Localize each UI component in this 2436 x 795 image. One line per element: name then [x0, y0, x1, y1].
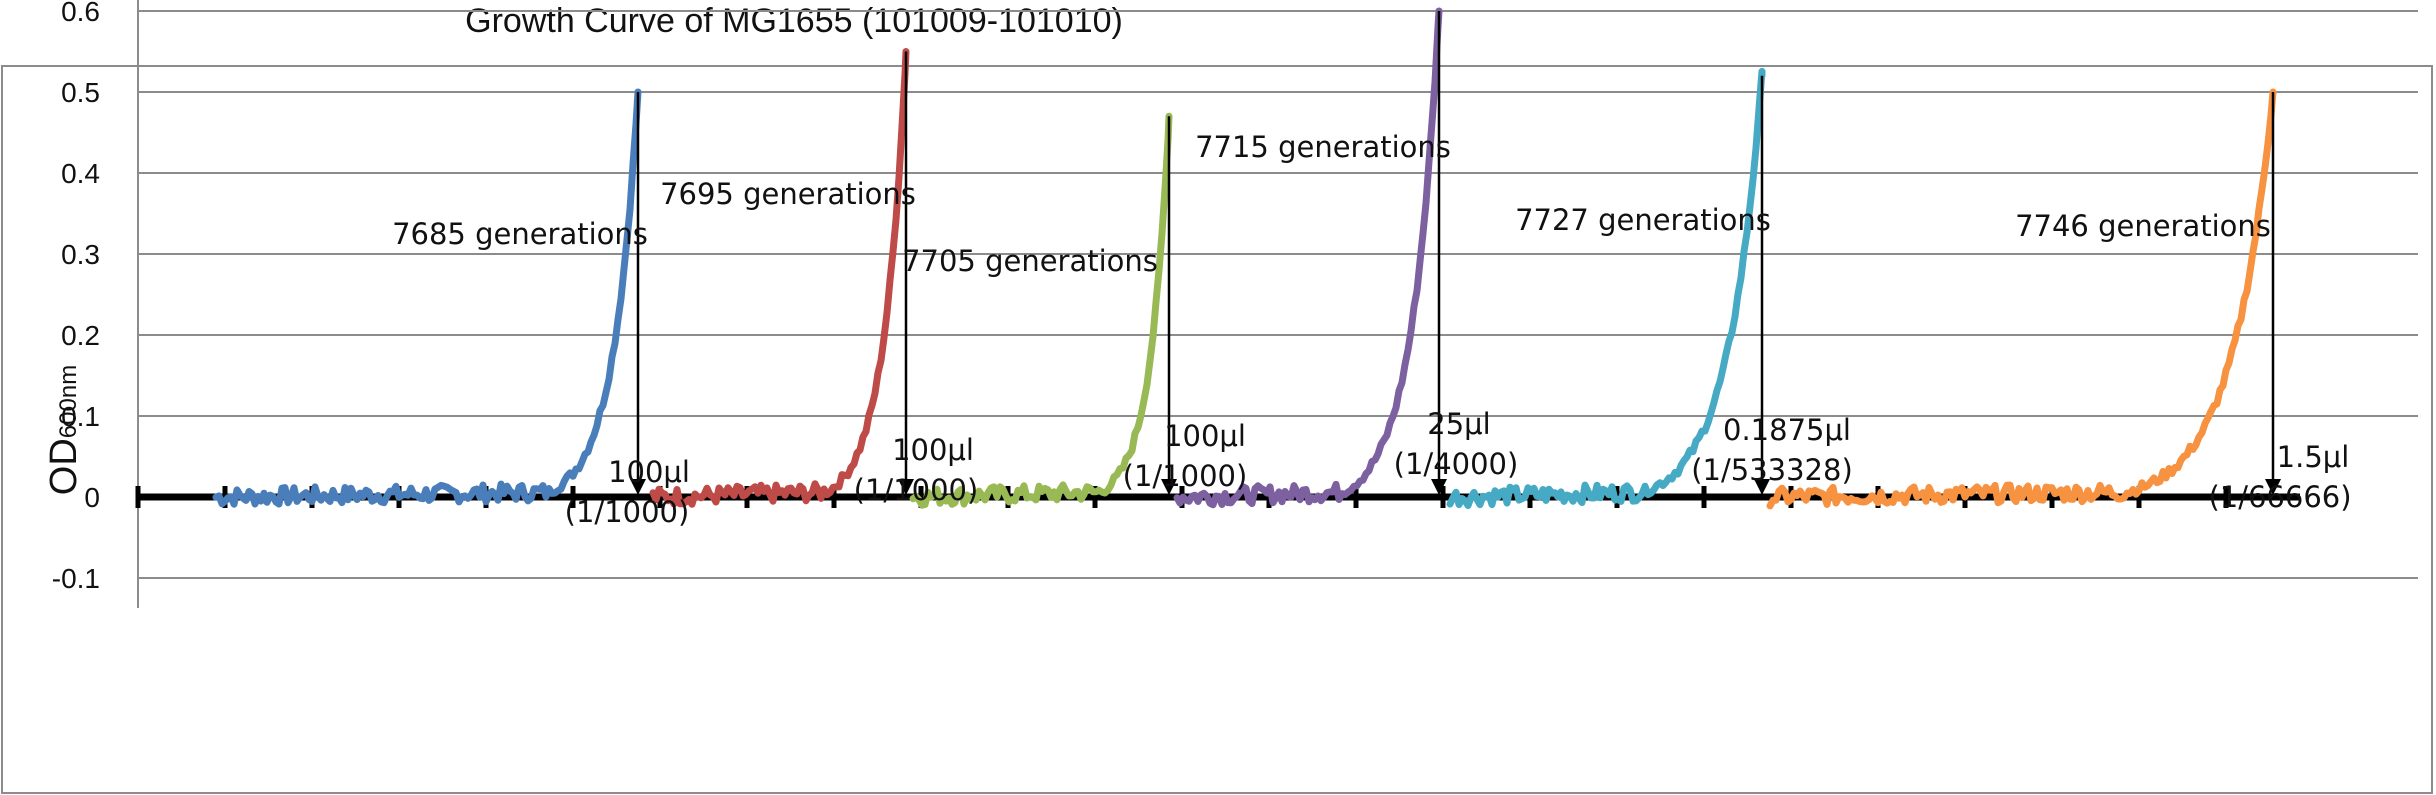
dilution-label-2: (1/1000) — [854, 473, 979, 507]
generation-label-6: 7746 generations — [2015, 209, 2271, 243]
annotation-layer: 7685 generations 100μl (1/1000) 7695 genera… — [392, 11, 2352, 529]
y-tick-label: 0.4 — [61, 158, 100, 189]
y-tick-label: 0.6 — [61, 0, 100, 27]
dilution-label-6: (1/66666) — [2208, 480, 2351, 514]
dilution-label-1: (1/1000) — [565, 495, 690, 529]
transfer-volume-label-5: 0.1875μl — [1723, 413, 1851, 447]
transfer-arrowhead-2 — [898, 479, 914, 495]
y-tick-label: 0 — [84, 482, 100, 513]
dilution-label-3: (1/1000) — [1123, 459, 1248, 493]
y-tick-label: 0.1 — [61, 401, 100, 432]
growth-curve-series-1 — [212, 88, 642, 508]
grid-layer — [138, 10, 2418, 579]
generation-label-5: 7727 generations — [1515, 203, 1771, 237]
chart-title: Growth Curve of MG1655 (101009-101010) — [465, 2, 1123, 40]
y-axis-label: OD600nm — [43, 365, 85, 495]
transfer-volume-label-4: 25μl — [1427, 407, 1490, 441]
transfer-arrowhead-4 — [1431, 479, 1447, 495]
y-tick-label: 0.5 — [61, 77, 100, 108]
generation-label-2: 7695 generations — [660, 177, 916, 211]
growth-curve-series-5 — [1446, 67, 1766, 509]
chart-frame — [1, 65, 2433, 794]
y-tick-label: -0.1 — [52, 563, 100, 594]
transfer-volume-label-2: 100μl — [892, 433, 974, 467]
growth-curve-series-4 — [1173, 7, 1443, 509]
y-tick-label: 0.2 — [61, 320, 100, 351]
generation-label-1: 7685 generations — [392, 217, 648, 251]
dilution-label-5: (1/533328) — [1691, 453, 1853, 487]
series-layer — [212, 7, 2277, 510]
y-axis-label-sub: 600nm — [55, 365, 82, 438]
y-axis-label-main: OD — [43, 438, 85, 495]
transfer-arrowhead-3 — [1161, 479, 1177, 495]
growth-curve-series-3 — [909, 112, 1173, 509]
growth-curve-series-2 — [649, 48, 910, 508]
y-tick-label: 0.3 — [61, 239, 100, 270]
growth-curve-series-6 — [1766, 88, 2277, 510]
transfer-arrowhead-1 — [630, 479, 646, 495]
generation-label-3: 7705 generations — [902, 244, 1158, 278]
transfer-volume-label-1: 100μl — [608, 455, 690, 489]
transfer-volume-label-3: 100μl — [1164, 419, 1246, 453]
transfer-volume-label-6: 1.5μl — [2277, 440, 2350, 474]
transfer-arrowhead-6 — [2265, 479, 2281, 495]
dilution-label-4: (1/4000) — [1394, 447, 1519, 481]
generation-label-4: 7715 generations — [1195, 130, 1451, 164]
transfer-arrowhead-5 — [1754, 479, 1770, 495]
